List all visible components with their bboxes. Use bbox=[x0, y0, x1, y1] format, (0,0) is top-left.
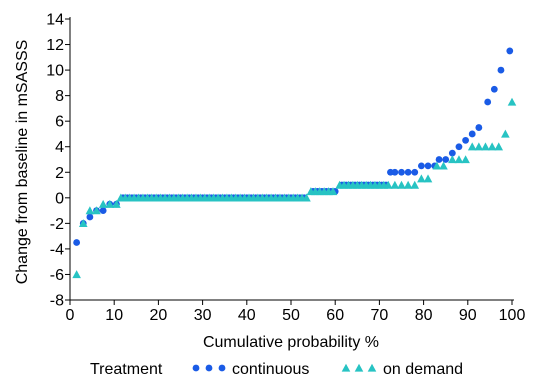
y-tick-label: 6 bbox=[55, 114, 64, 131]
on-demand-point bbox=[481, 142, 490, 151]
x-tick-label: 30 bbox=[194, 307, 212, 324]
x-tick-label: 40 bbox=[238, 307, 256, 324]
x-tick-label: 80 bbox=[415, 307, 433, 324]
continuous-point bbox=[417, 162, 425, 170]
x-tick-label: 20 bbox=[150, 307, 168, 324]
continuous-point bbox=[404, 168, 412, 176]
continuous-point bbox=[391, 168, 399, 176]
y-axis-ticks: -8 -6 -4 -2 0 2 4 6 8 10 12 14 bbox=[46, 12, 70, 310]
legend-marker bbox=[341, 363, 351, 372]
on-demand-point bbox=[72, 270, 81, 279]
on-demand-point bbox=[439, 161, 448, 170]
on-demand-point bbox=[507, 97, 517, 106]
on-demand-point bbox=[105, 199, 115, 208]
data-points bbox=[72, 47, 517, 279]
y-tick-label: 12 bbox=[46, 37, 64, 54]
continuous-point bbox=[484, 98, 492, 106]
on-demand-point bbox=[403, 180, 413, 189]
continuous-point bbox=[99, 207, 107, 214]
continuous-point bbox=[435, 156, 443, 163]
y-tick-label: 4 bbox=[55, 139, 64, 156]
x-tick-label: 90 bbox=[459, 307, 477, 324]
continuous-point bbox=[462, 136, 469, 144]
on-demand-point bbox=[112, 199, 121, 208]
legend: Treatment continuous on demand bbox=[90, 361, 463, 376]
y-tick-label: -4 bbox=[50, 241, 64, 258]
legend-title: Treatment bbox=[90, 361, 163, 376]
legend-marker bbox=[354, 363, 364, 372]
plot-axes bbox=[69, 17, 514, 301]
x-tick-label: 60 bbox=[326, 307, 344, 324]
x-axis-label: Cumulative probability % bbox=[203, 334, 379, 351]
y-tick-label: 2 bbox=[55, 165, 64, 182]
legend-marker bbox=[218, 364, 226, 372]
continuous-point bbox=[411, 168, 419, 176]
legend-marker bbox=[205, 364, 213, 372]
on-demand-point bbox=[474, 142, 484, 151]
on-demand-point bbox=[467, 142, 477, 151]
y-axis-label: Change from baseline in mSASSS bbox=[14, 40, 31, 285]
legend-label-on-demand: on demand bbox=[383, 361, 463, 376]
continuous-point bbox=[448, 149, 456, 157]
on-demand-point bbox=[454, 155, 464, 164]
legend-marker bbox=[367, 363, 377, 372]
y-tick-label: -8 bbox=[50, 293, 64, 310]
legend-symbol-on-demand bbox=[341, 363, 377, 372]
x-tick-label: 50 bbox=[282, 307, 300, 324]
y-tick-label: 10 bbox=[46, 63, 64, 80]
legend-label-continuous: continuous bbox=[232, 361, 309, 376]
continuous-point bbox=[506, 47, 514, 55]
continuous-point bbox=[86, 213, 94, 221]
continuous-point bbox=[442, 156, 450, 163]
continuous-point bbox=[398, 168, 405, 176]
continuous-point bbox=[424, 162, 432, 170]
on-demand-point bbox=[85, 206, 95, 215]
y-tick-label: -2 bbox=[50, 216, 64, 233]
on-demand-point bbox=[328, 187, 338, 196]
on-demand-point bbox=[390, 180, 400, 189]
on-demand-point bbox=[432, 161, 442, 170]
on-demand-point bbox=[487, 142, 497, 151]
on-demand-point bbox=[423, 174, 433, 183]
legend-symbol-continuous bbox=[192, 364, 226, 372]
y-tick-label: -6 bbox=[50, 267, 64, 284]
on-demand-point bbox=[417, 174, 426, 183]
on-demand-point bbox=[448, 155, 457, 164]
on-demand-point bbox=[494, 142, 504, 151]
on-demand-point bbox=[410, 180, 420, 189]
continuous-point bbox=[490, 85, 498, 93]
legend-marker bbox=[192, 364, 200, 372]
on-demand-point bbox=[98, 199, 108, 208]
y-tick-label: 14 bbox=[46, 12, 64, 29]
continuous-point bbox=[73, 239, 81, 246]
y-tick-label: 8 bbox=[55, 88, 64, 105]
x-tick-label: 70 bbox=[371, 307, 389, 324]
on-demand-point bbox=[501, 129, 510, 138]
continuous-point bbox=[468, 130, 476, 138]
on-demand-point bbox=[397, 180, 406, 189]
x-tick-label: 10 bbox=[105, 307, 123, 324]
on-demand-point bbox=[92, 206, 101, 215]
continuous-point bbox=[497, 66, 505, 74]
on-demand-point bbox=[383, 180, 393, 189]
on-demand-point bbox=[302, 193, 311, 202]
continuous-point bbox=[455, 143, 463, 151]
on-demand-point bbox=[78, 219, 88, 228]
continuous-point bbox=[475, 124, 483, 131]
x-tick-label: 0 bbox=[66, 307, 75, 324]
on-demand-point bbox=[461, 155, 470, 164]
x-tick-label: 100 bbox=[499, 307, 526, 324]
x-axis-ticks: 0 10 20 30 40 50 60 70 80 90 100 bbox=[66, 300, 526, 324]
y-tick-label: 0 bbox=[55, 190, 64, 207]
